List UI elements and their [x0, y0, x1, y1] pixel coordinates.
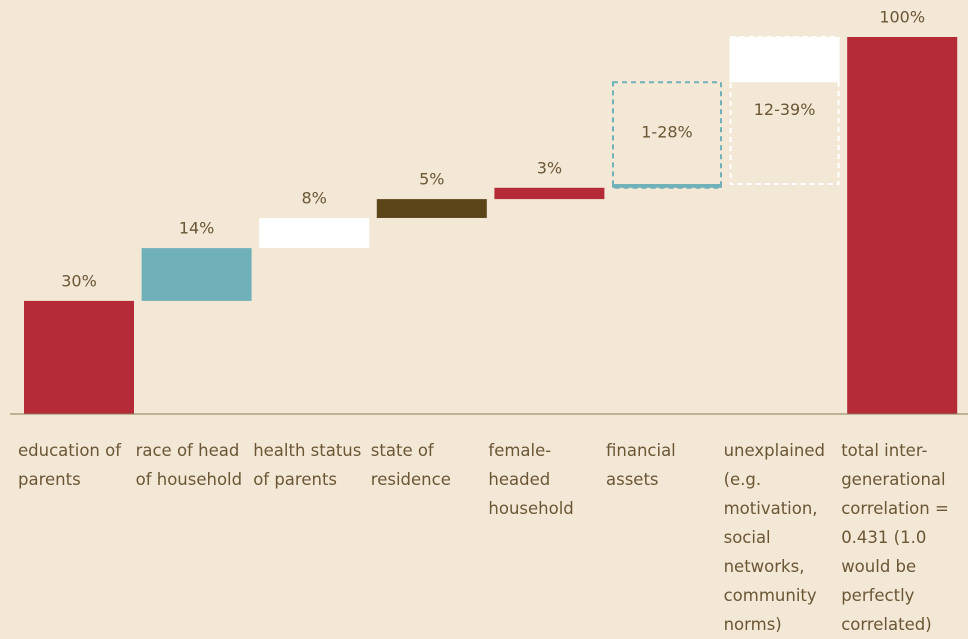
category-label: state of residence — [370, 441, 451, 489]
category-label: financial assets — [606, 441, 676, 489]
value-label: 30% — [61, 271, 97, 290]
bar — [612, 184, 722, 188]
value-label: 14% — [179, 219, 215, 238]
category-label: race of head of household — [135, 441, 243, 489]
page: 30% 14% 8% 5% 3% 1-28% 12-39% 100% education of… — [10, 7, 968, 634]
value-label: 8% — [302, 188, 327, 207]
chart: 30% 14% 8% 5% 3% 1-28% 12-39% 100% — [10, 8, 968, 415]
bar — [141, 248, 252, 301]
range-box — [612, 81, 722, 189]
category-label: total inter-generational correlation = 0… — [841, 441, 949, 634]
category-label: education of parents — [18, 441, 122, 489]
category-label: female-headed household — [488, 441, 574, 518]
value-label: 3% — [537, 158, 562, 177]
value-label: 5% — [419, 170, 444, 189]
value-label: 12-39% — [754, 100, 816, 119]
category-label: unexplained (e.g. motivation, social net… — [723, 441, 825, 634]
value-label: 1-28% — [641, 123, 693, 142]
value-label: 100% — [879, 8, 925, 27]
bar — [729, 37, 840, 83]
bar — [847, 37, 958, 414]
bar — [494, 187, 605, 200]
bar — [376, 199, 487, 218]
category-label: health status of parents — [253, 441, 362, 489]
bar — [24, 300, 134, 414]
bar — [259, 217, 370, 249]
